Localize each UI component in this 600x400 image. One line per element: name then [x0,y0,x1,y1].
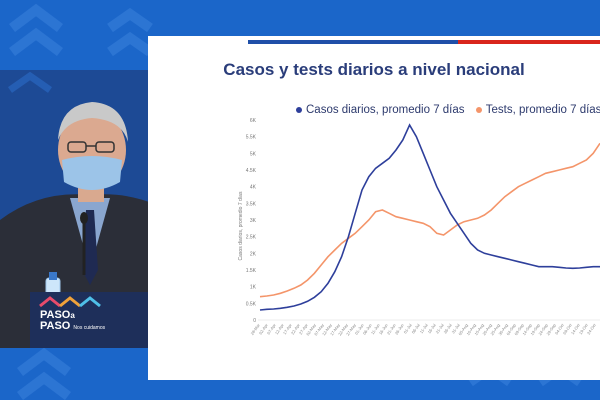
podium-brand-line1: PASO [40,309,71,321]
y-tick-label: 2.5K [246,235,257,241]
x-tick-label: 20-Aug [481,323,492,336]
x-tick-label: 06-Jun [362,323,373,336]
legend-item-tests: Tests, promedio 7 días [475,104,600,116]
x-tick-label: 21-Jul [434,323,444,335]
x-tick-label: 17-May [329,323,341,337]
x-tick-label: 28-Mar [249,322,261,336]
x-tick-label: 19-Sep [529,322,541,336]
y-tick-label: 0 [253,318,256,324]
legend-label-casos: Casos diarios, promedio 7 días [306,104,465,116]
x-tick-label: 17-Apr [282,322,293,335]
x-tick-label: 14-Oct [570,322,581,335]
x-tick-label: 01-Jun [354,323,365,336]
x-tick-label: 19-Oct [578,322,589,335]
x-tick-label: 29-Sep [545,322,557,336]
x-tick-label: 24-Oct [586,322,597,335]
y-tick-label: 3K [250,218,257,224]
x-tick-label: 04-Sep [505,322,517,336]
presentation-slide: Casos y tests diarios a nivel nacional C… [148,36,600,380]
x-tick-label: 30-Aug [497,323,508,336]
series-line-casos [259,123,600,311]
x-tick-label: 26-Jul [442,323,452,335]
chart-title: Casos y tests diarios a nivel nacional [223,60,525,79]
x-tick-label: 02-May [305,323,317,337]
x-tick-label: 24-Sep [537,322,549,336]
legend-swatch-casos [296,107,302,113]
x-tick-label: 02-Apr [258,322,269,335]
x-tick-label: 09-Oct [562,322,573,335]
x-tick-label: 27-Apr [298,322,309,335]
podium-brand-letter: a [70,311,75,320]
x-tick-label: 12-Apr [274,322,285,335]
x-tick-label: 22-May [337,323,349,337]
y-tick-label: 4K [250,185,257,191]
x-tick-label: 27-May [345,323,357,337]
legend-label-tests: Tests, promedio 7 días [485,104,600,116]
x-tick-label: 07-Apr [266,322,277,335]
x-tick-label: 11-Jun [370,323,381,336]
podium-brand: PASOa PASO Nos cuidamos [40,310,105,334]
podium-brand-sub: Nos cuidamos [73,325,106,331]
legend-item-casos: Casos diarios, promedio 7 días [296,104,465,116]
line-chart: 0 0.5K 1K 1.5K 2K 2.5K 3K 3.5K 4K 4.5K 5K 5.5K 6K Ca… [238,118,600,337]
podium-brand-line2: PASO [40,320,71,332]
slide-stripe-red [458,40,600,44]
x-tick-label: 09-Sep [513,322,525,336]
y-tick-label: 1K [250,285,257,291]
x-tick-label: 12-May [321,323,333,337]
x-tick-label: 31-Jul [450,323,460,335]
x-tick-label: 05-Aug [457,323,468,336]
y-tick-label: 1.5K [246,268,257,274]
chart-legend: Casos diarios, promedio 7 días Tests, pr… [296,104,600,116]
y-tick-label: 6K [250,118,257,124]
x-tick-label: 14-Sep [521,322,533,336]
x-tick-label: 16-Jun [378,323,389,336]
x-tick-label: 10-Aug [465,323,476,336]
legend-swatch-tests [475,107,482,113]
y-tick-label: 5.5K [246,135,257,141]
slide-stripe-blue [248,40,458,44]
y-axis-label: Casos diarios, promedio 7 días [238,191,244,260]
y-tick-label: 2K [250,251,257,257]
x-tick-label: 25-Aug [489,323,500,336]
x-tick-label: 04-Oct [554,322,565,335]
x-tick-label: 11-Jul [419,323,429,335]
y-tick-label: 4.5K [246,168,257,174]
y-tick-label: 5K [250,151,257,157]
series-line-tests [259,142,600,298]
x-tick-label: 07-May [313,323,325,337]
x-tick-label: 06-Jul [410,323,420,335]
x-tick-label: 22-Apr [290,322,301,335]
x-axis-ticks: 28-Mar02-Apr07-Apr12-Apr17-Apr22-Apr27-A… [249,322,597,337]
y-axis-ticks: 0 0.5K 1K 1.5K 2K 2.5K 3K 3.5K 4K 4.5K 5K 5.5K 6K [246,118,257,324]
x-tick-label: 01-Jul [402,323,412,335]
x-tick-label: 16-Jul [426,323,436,335]
x-tick-label: 26-Jun [394,323,405,336]
x-tick-label: 15-Aug [473,323,484,336]
y-tick-label: 0.5K [246,301,257,307]
x-tick-label: 21-Jun [386,323,397,336]
y-tick-label: 3.5K [246,201,257,207]
